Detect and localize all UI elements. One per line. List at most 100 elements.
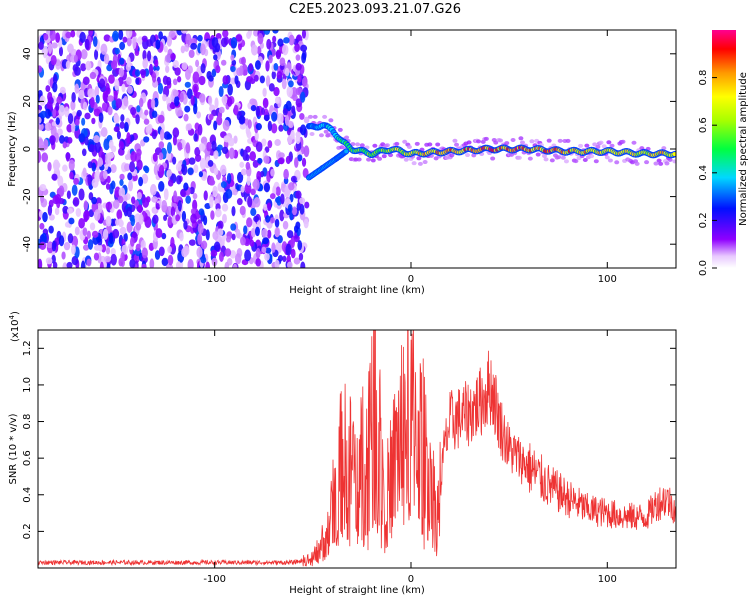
noise-mark: [158, 141, 165, 149]
chart-title: C2E5.2023.093.21.07.G26: [288, 2, 462, 17]
noise-mark: [278, 152, 285, 159]
noise-mark: [291, 105, 296, 115]
noise-mark: [230, 223, 237, 231]
noise-mark: [157, 82, 164, 95]
noise-mark: [288, 34, 295, 46]
ridge-halo-mark: [454, 142, 460, 147]
noise-mark: [151, 206, 157, 214]
ridge-halo-mark: [667, 157, 673, 162]
noise-mark: [198, 143, 206, 152]
noise-mark: [100, 126, 108, 138]
noise-mark: [261, 246, 267, 253]
ridge-halo-mark: [549, 158, 555, 163]
noise-mark: [61, 251, 66, 260]
noise-mark: [291, 206, 298, 216]
noise-mark: [120, 114, 125, 122]
noise-mark: [297, 154, 303, 162]
noise-mark: [303, 116, 310, 124]
noise-mark: [158, 31, 164, 40]
noise-mark: [295, 98, 303, 108]
noise-mark: [80, 260, 86, 268]
noise-mark: [119, 121, 125, 129]
noise-mark: [207, 159, 214, 167]
noise-mark: [106, 64, 113, 72]
noise-mark: [38, 210, 44, 218]
noise-mark: [118, 187, 126, 198]
noise-mark: [55, 117, 60, 125]
noise-mark: [135, 77, 140, 85]
noise-mark: [192, 193, 198, 200]
noise-mark: [54, 207, 60, 216]
noise-mark: [126, 36, 132, 47]
noise-mark: [140, 239, 146, 250]
noise-mark: [199, 158, 207, 170]
noise-mark: [134, 50, 140, 57]
noise-mark: [97, 157, 103, 167]
noise-mark: [39, 110, 47, 119]
noise-mark: [89, 96, 95, 109]
y-tick-label: -40: [22, 236, 33, 252]
noise-mark: [217, 228, 224, 237]
noise-mark: [46, 100, 53, 111]
noise-mark: [47, 42, 53, 55]
noise-mark: [265, 215, 271, 223]
noise-mark: [276, 71, 283, 80]
ridge-halo-mark: [471, 153, 477, 158]
noise-mark: [66, 123, 73, 133]
ridge-halo-mark: [309, 132, 315, 137]
ridge-halo-mark: [366, 157, 372, 162]
noise-mark: [185, 195, 191, 204]
ridge-halo-mark: [541, 153, 547, 158]
snr-frame: [37, 329, 677, 569]
ridge-halo-mark: [402, 139, 408, 144]
ridge-halo-mark: [406, 145, 412, 150]
noise-mark: [249, 77, 256, 85]
noise-mark: [41, 152, 49, 163]
noise-mark: [86, 230, 91, 240]
ridge-halo-mark: [498, 138, 504, 143]
noise-mark: [204, 203, 211, 210]
noise-mark: [246, 175, 251, 186]
noise-mark: [44, 122, 52, 132]
noise-mark: [198, 208, 205, 216]
noise-mark: [200, 43, 206, 56]
noise-mark: [102, 102, 107, 112]
noise-mark: [91, 117, 96, 125]
noise-mark: [225, 235, 231, 243]
noise-mark: [98, 112, 104, 123]
noise-mark: [119, 57, 125, 65]
noise-mark: [68, 217, 75, 225]
noise-mark: [172, 127, 180, 138]
noise-mark: [272, 35, 277, 43]
ridge-halo-mark: [465, 153, 471, 158]
noise-mark: [266, 202, 271, 210]
noise-mark: [51, 240, 57, 252]
ridge-halo-mark: [510, 137, 516, 142]
noise-mark: [250, 208, 257, 217]
noise-mark: [270, 168, 275, 177]
noise-mark: [222, 30, 229, 38]
noise-mark: [172, 78, 178, 86]
noise-mark: [136, 148, 142, 157]
noise-mark: [230, 36, 238, 49]
ridge-halo-mark: [323, 129, 329, 134]
noise-mark: [235, 34, 243, 42]
noise-mark: [177, 110, 184, 117]
noise-mark: [57, 175, 64, 188]
noise-mark: [151, 130, 157, 140]
noise-mark: [239, 123, 247, 130]
noise-mark: [38, 151, 42, 163]
noise-mark: [277, 235, 283, 244]
noise-mark: [153, 164, 159, 176]
noise-mark: [183, 182, 189, 191]
noise-mark: [114, 47, 120, 55]
noise-mark: [222, 75, 229, 85]
noise-mark: [250, 227, 256, 238]
noise-mark: [247, 119, 252, 129]
noise-mark: [287, 203, 293, 213]
noise-mark: [217, 144, 223, 151]
noise-mark: [126, 206, 133, 218]
noise-mark: [124, 163, 131, 172]
noise-mark: [166, 76, 172, 86]
noise-mark: [148, 63, 154, 76]
